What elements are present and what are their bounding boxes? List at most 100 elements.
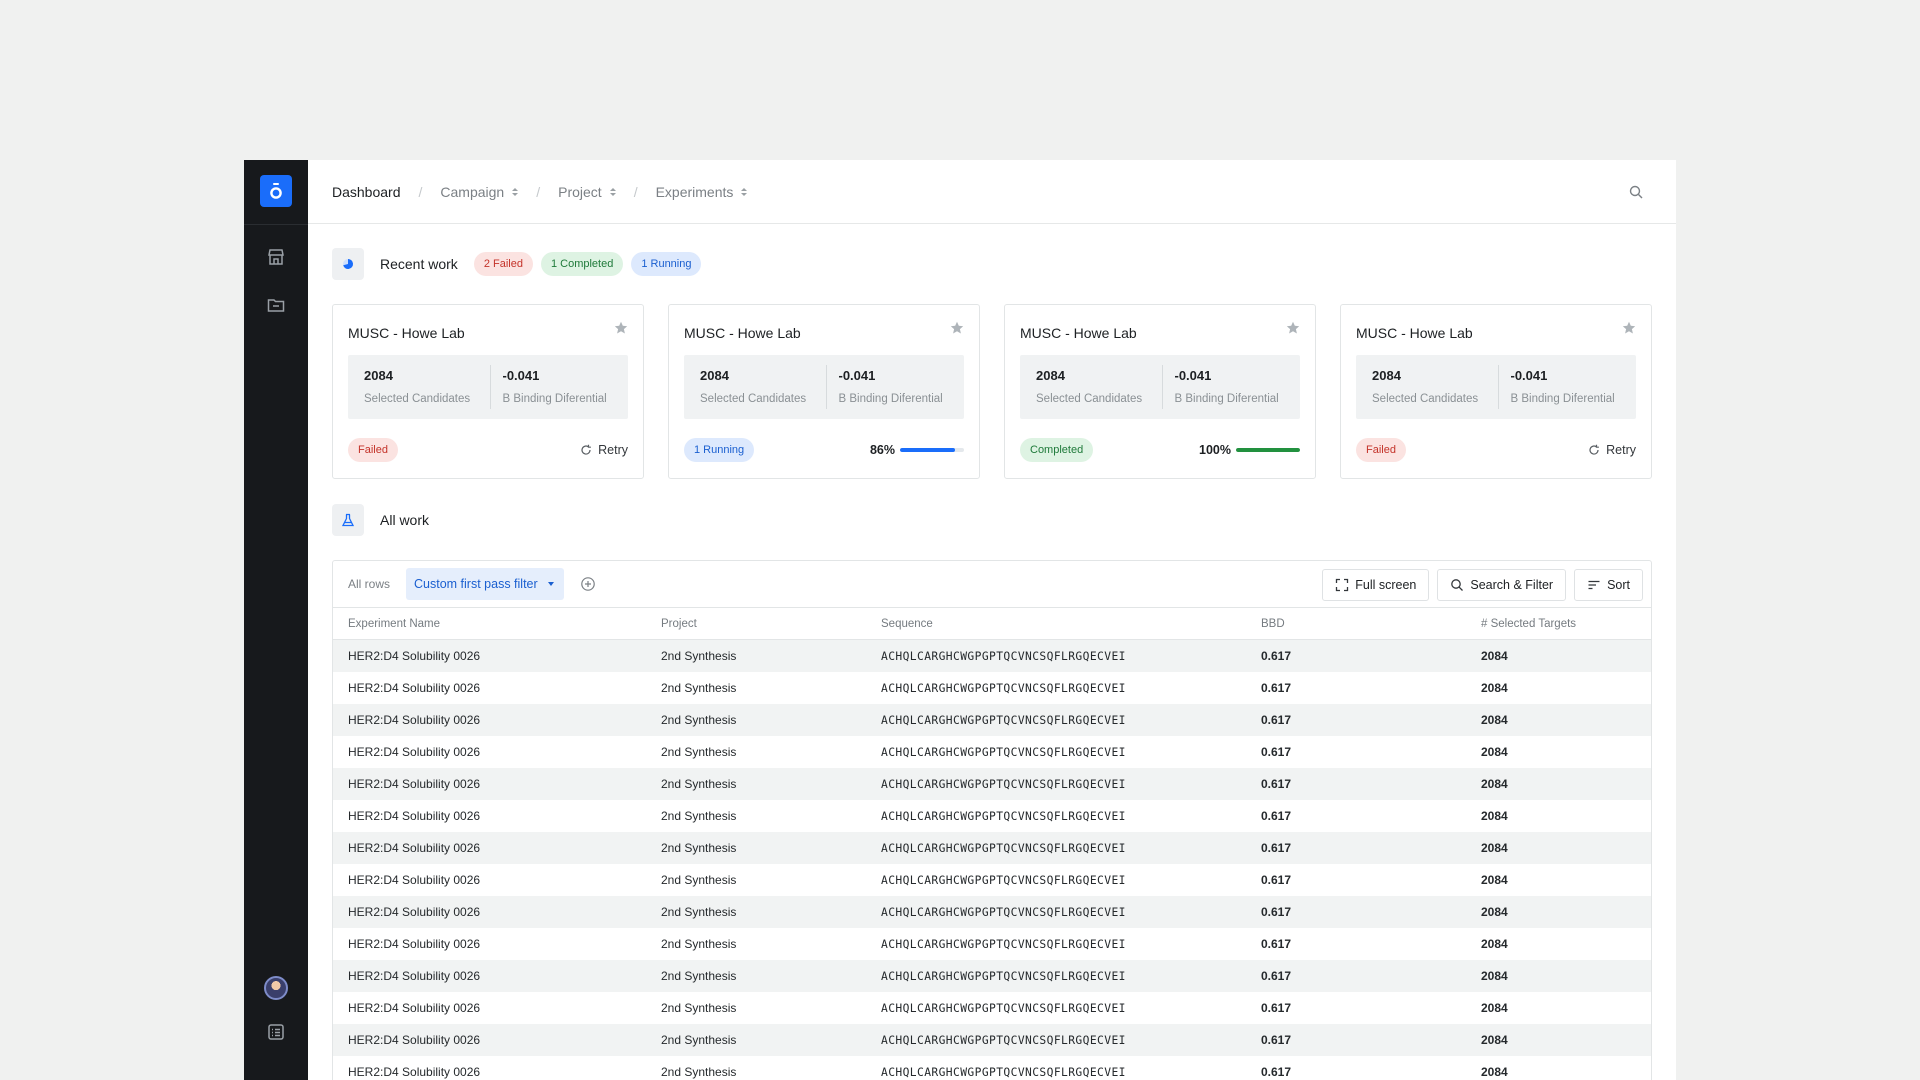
all-work-table-panel: All rows Custom first pass filter Full s… bbox=[332, 560, 1652, 1080]
table-toolbar: All rows Custom first pass filter Full s… bbox=[333, 561, 1651, 608]
failed-count-badge[interactable]: 2 Failed bbox=[473, 252, 533, 276]
column-header-experiment-name[interactable]: Experiment Name bbox=[348, 617, 441, 630]
cell-bbd: 0.617 bbox=[1261, 1033, 1292, 1047]
column-header-sequence[interactable]: Sequence bbox=[881, 617, 933, 630]
cell-experiment-name: HER2:D4 Solubility 0026 bbox=[348, 809, 481, 823]
metric-value: 2084 bbox=[1372, 368, 1401, 383]
table-row[interactable]: HER2:D4 Solubility 0026 2nd Synthesis ACHQ… bbox=[333, 1024, 1651, 1056]
table-row[interactable]: HER2:D4 Solubility 0026 2nd Synthesis ACHQ… bbox=[333, 992, 1651, 1024]
pie-chart-icon bbox=[332, 248, 364, 280]
completed-count-badge[interactable]: 1 Completed bbox=[540, 252, 624, 276]
star-icon[interactable] bbox=[614, 321, 628, 340]
star-icon[interactable] bbox=[950, 321, 964, 340]
store-icon[interactable] bbox=[260, 241, 292, 273]
breadcrumb-separator: / bbox=[536, 183, 541, 200]
work-card[interactable]: MUSC - Howe Lab 2084 Selected Candidates -0… bbox=[1340, 304, 1652, 479]
cell-sequence: ACHQLCARGHCWGPGPTQCVNCSQFLRGQECVEI bbox=[881, 746, 1261, 759]
cell-sequence-text: ACHQLCARGHCWGPGPTQCVNCSQFLRGQECVEI bbox=[881, 873, 1126, 887]
table-row[interactable]: HER2:D4 Solubility 0026 2nd Synthesis ACHQ… bbox=[333, 672, 1651, 704]
table-row[interactable]: HER2:D4 Solubility 0026 2nd Synthesis ACHQ… bbox=[333, 896, 1651, 928]
star-icon[interactable] bbox=[1286, 321, 1300, 340]
metric-value: -0.041 bbox=[1174, 368, 1212, 383]
logo-icon[interactable] bbox=[260, 175, 292, 207]
list-icon[interactable] bbox=[260, 1016, 292, 1048]
cell-selected-targets: 2084 bbox=[1481, 841, 1508, 855]
cell-sequence: ACHQLCARGHCWGPGPTQCVNCSQFLRGQECVEI bbox=[881, 778, 1261, 791]
cell-project: 2nd Synthesis bbox=[661, 649, 737, 663]
cell-selected-targets: 2084 bbox=[1481, 969, 1508, 983]
cell-project: 2nd Synthesis bbox=[661, 681, 737, 695]
running-count-badge[interactable]: 1 Running bbox=[631, 252, 702, 276]
search-filter-label: Search & Filter bbox=[1470, 578, 1554, 592]
column-header-selected-targets[interactable]: # Selected Targets bbox=[1481, 617, 1577, 630]
status-badge: Completed bbox=[1020, 438, 1094, 462]
retry-button[interactable]: Retry bbox=[580, 443, 628, 457]
tab-all-rows[interactable]: All rows bbox=[348, 577, 391, 591]
breadcrumb-experiments[interactable]: Experiments bbox=[656, 184, 748, 200]
metric-value: -0.041 bbox=[502, 368, 540, 383]
table-row[interactable]: HER2:D4 Solubility 0026 2nd Synthesis ACHQ… bbox=[333, 736, 1651, 768]
table-row[interactable]: HER2:D4 Solubility 0026 2nd Synthesis ACHQ… bbox=[333, 640, 1651, 672]
work-card[interactable]: MUSC - Howe Lab 2084 Selected Candidates -0… bbox=[1004, 304, 1316, 479]
column-header-bbd[interactable]: BBD bbox=[1261, 617, 1285, 630]
cell-bbd: 0.617 bbox=[1261, 873, 1292, 887]
metric-selected-candidates: 2084 Selected Candidates bbox=[348, 355, 490, 419]
breadcrumb-project[interactable]: Project bbox=[558, 184, 616, 200]
progress-bar bbox=[1236, 448, 1300, 452]
card-footer: Failed Retry bbox=[348, 438, 628, 462]
breadcrumb-separator: / bbox=[418, 183, 423, 200]
work-card[interactable]: MUSC - Howe Lab 2084 Selected Candidates -0… bbox=[332, 304, 644, 479]
metric-label: B Binding Diferential bbox=[1174, 393, 1279, 405]
caret-down-icon bbox=[547, 582, 554, 586]
breadcrumb-dashboard[interactable]: Dashboard bbox=[332, 184, 401, 200]
metric-selected-candidates: 2084 Selected Candidates bbox=[1356, 355, 1498, 419]
cell-project: 2nd Synthesis bbox=[661, 969, 737, 983]
sort-icon bbox=[1588, 580, 1600, 590]
table-row[interactable]: HER2:D4 Solubility 0026 2nd Synthesis ACHQ… bbox=[333, 704, 1651, 736]
table-actions: Full screen Search & Filter Sort bbox=[1322, 569, 1643, 601]
tab-custom-filter-label: Custom first pass filter bbox=[414, 577, 538, 591]
tab-custom-filter[interactable]: Custom first pass filter bbox=[406, 568, 564, 600]
column-header-project[interactable]: Project bbox=[661, 617, 697, 630]
sort-button[interactable]: Sort bbox=[1574, 569, 1643, 601]
cell-project: 2nd Synthesis bbox=[661, 1001, 737, 1015]
breadcrumb-label: Project bbox=[558, 183, 602, 200]
cell-experiment-name: HER2:D4 Solubility 0026 bbox=[348, 969, 481, 983]
fullscreen-label: Full screen bbox=[1355, 578, 1417, 592]
cell-sequence: ACHQLCARGHCWGPGPTQCVNCSQFLRGQECVEI bbox=[881, 906, 1261, 919]
cell-sequence-text: ACHQLCARGHCWGPGPTQCVNCSQFLRGQECVEI bbox=[881, 649, 1126, 663]
retry-label: Retry bbox=[598, 443, 628, 457]
progress-indicator: 86% bbox=[870, 443, 964, 457]
retry-button[interactable]: Retry bbox=[1588, 443, 1636, 457]
table-row[interactable]: HER2:D4 Solubility 0026 2nd Synthesis ACHQ… bbox=[333, 960, 1651, 992]
table-row[interactable]: HER2:D4 Solubility 0026 2nd Synthesis ACHQ… bbox=[333, 864, 1651, 896]
table-row[interactable]: HER2:D4 Solubility 0026 2nd Synthesis ACHQ… bbox=[333, 832, 1651, 864]
metric-value: 2084 bbox=[1036, 368, 1065, 383]
table-row[interactable]: HER2:D4 Solubility 0026 2nd Synthesis ACHQ… bbox=[333, 800, 1651, 832]
add-circle-icon[interactable] bbox=[580, 576, 596, 592]
table-row[interactable]: HER2:D4 Solubility 0026 2nd Synthesis ACHQ… bbox=[333, 1056, 1651, 1080]
table-row[interactable]: HER2:D4 Solubility 0026 2nd Synthesis ACHQ… bbox=[333, 768, 1651, 800]
retry-icon bbox=[581, 444, 592, 455]
cell-selected-targets: 2084 bbox=[1481, 1065, 1508, 1079]
search-icon[interactable] bbox=[1628, 184, 1644, 203]
cell-bbd: 0.617 bbox=[1261, 969, 1292, 983]
star-icon[interactable] bbox=[1622, 321, 1636, 340]
breadcrumb-campaign[interactable]: Campaign bbox=[440, 184, 519, 200]
folder-icon[interactable] bbox=[260, 289, 292, 321]
work-card[interactable]: MUSC - Howe Lab 2084 Selected Candidates -0… bbox=[668, 304, 980, 479]
cell-experiment-name: HER2:D4 Solubility 0026 bbox=[348, 649, 481, 663]
search-filter-button[interactable]: Search & Filter bbox=[1437, 569, 1567, 601]
search-icon bbox=[1451, 579, 1464, 591]
status-badge: Failed bbox=[1356, 438, 1406, 462]
fullscreen-button[interactable]: Full screen bbox=[1322, 569, 1430, 601]
cell-sequence-text: ACHQLCARGHCWGPGPTQCVNCSQFLRGQECVEI bbox=[881, 681, 1126, 695]
avatar[interactable] bbox=[264, 976, 288, 1000]
recent-work-header: Recent work 2 Failed 1 Completed 1 Runni… bbox=[332, 248, 702, 280]
cell-project: 2nd Synthesis bbox=[661, 1065, 737, 1079]
table-row[interactable]: HER2:D4 Solubility 0026 2nd Synthesis ACHQ… bbox=[333, 928, 1651, 960]
cell-bbd: 0.617 bbox=[1261, 1065, 1292, 1079]
progress-indicator: 100% bbox=[1199, 443, 1300, 457]
cell-bbd: 0.617 bbox=[1261, 649, 1292, 663]
cell-sequence-text: ACHQLCARGHCWGPGPTQCVNCSQFLRGQECVEI bbox=[881, 1033, 1126, 1047]
